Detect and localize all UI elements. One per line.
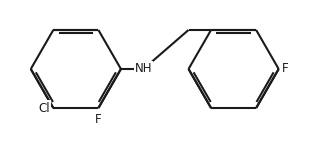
Text: F: F	[282, 62, 289, 76]
Text: F: F	[95, 113, 102, 126]
Text: Cl: Cl	[38, 102, 50, 115]
Text: NH: NH	[135, 62, 152, 76]
